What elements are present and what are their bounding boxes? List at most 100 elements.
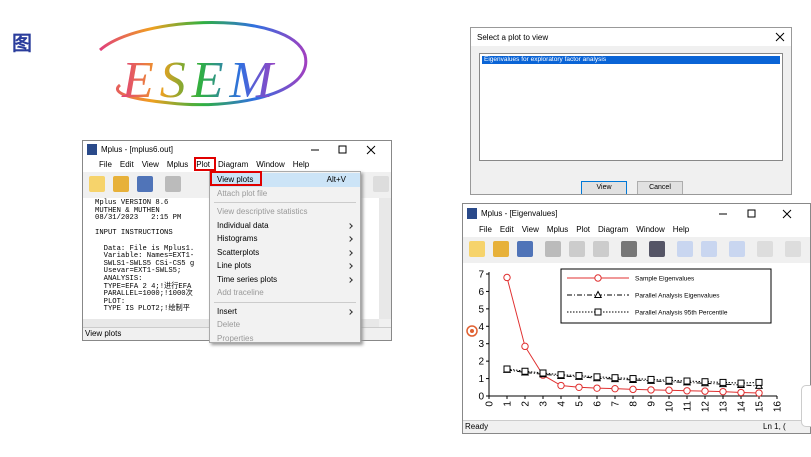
tool-icon[interactable] (593, 241, 609, 257)
button[interactable]: View (581, 181, 627, 194)
text-line: Usevar=EXT1-SWLS5; (95, 267, 182, 276)
tool-icon[interactable] (701, 241, 717, 257)
tool-icon[interactable] (785, 241, 801, 257)
submenu-arrow (347, 276, 353, 283)
menu-item: Properties (210, 332, 360, 343)
tool-icon[interactable] (165, 176, 181, 192)
menu-item[interactable]: File (99, 160, 112, 169)
point (629, 385, 637, 394)
menu-item[interactable]: Mplus (166, 160, 189, 169)
menu-item[interactable]: Plot (576, 225, 591, 234)
menu-item[interactable]: Mplus (546, 225, 569, 234)
menu-label: Properties (217, 333, 254, 343)
tool-icon[interactable] (649, 241, 665, 257)
legend-marker (594, 274, 602, 282)
tool-icon[interactable] (677, 241, 693, 257)
point (665, 376, 673, 384)
x-tick-label: 2 (521, 401, 532, 407)
menu-item[interactable]: View (521, 225, 539, 234)
point (539, 369, 547, 377)
tool-icon[interactable] (757, 241, 773, 257)
text-line: ANALYSIS: (95, 274, 143, 283)
menu-item[interactable]: View (141, 160, 159, 169)
menu-item[interactable]: Edit (119, 160, 134, 169)
plot-list: Eigenvalues for exploratory factor analy… (479, 53, 783, 161)
menu-item[interactable]: Edit (499, 225, 514, 234)
title-bar: Mplus - [mplus6.out] (83, 141, 391, 158)
status-text: Ready (465, 422, 489, 431)
menu-label: Time series plots (217, 274, 278, 284)
tool-icon[interactable] (373, 176, 389, 192)
tool-icon[interactable] (545, 241, 561, 257)
menu-item[interactable]: Histograms (210, 232, 360, 246)
tool-icon[interactable] (493, 241, 509, 257)
menu-item[interactable]: Window (256, 160, 285, 169)
menu-item[interactable]: Plot (196, 160, 211, 169)
point (647, 375, 655, 383)
menu-item[interactable]: File (479, 225, 492, 234)
window-controls[interactable] (713, 208, 811, 219)
window-controls[interactable] (305, 144, 385, 155)
menu-item[interactable]: Scatterplots (210, 246, 360, 260)
menu-item[interactable]: Individual data (210, 219, 360, 233)
tool-icon[interactable] (469, 241, 485, 257)
close-button[interactable] (775, 32, 785, 42)
point (719, 387, 727, 396)
text-line: PLOT: (95, 297, 126, 306)
selector[interactable] (470, 329, 474, 333)
tool-icon[interactable] (729, 241, 745, 257)
x-tick-label: 0 (485, 401, 496, 407)
tool-icon[interactable] (517, 241, 533, 257)
y-tick-label: 2 (478, 357, 484, 368)
x-tick-label: 1 (503, 401, 514, 407)
plot-menu: View plots Alt+V Attach plot file View desc… (209, 171, 361, 343)
y-tick-label: 1 (478, 374, 484, 385)
text-line: TYPE=EFA 2 4;!进行EFA (95, 282, 192, 291)
menu-item[interactable]: Insert (210, 305, 360, 319)
point (521, 342, 529, 351)
menu-label: Scatterplots (217, 247, 260, 257)
title-bar: Mplus - [Eigenvalues] (463, 204, 810, 223)
text-line: Data: File is Mplus1. (95, 244, 195, 253)
submenu-arrow (347, 236, 353, 242)
menu-item[interactable]: Help (672, 225, 690, 234)
menu-label: Line plots (217, 261, 252, 270)
point (575, 372, 583, 380)
x-tick-label: 8 (629, 401, 640, 407)
menu-item[interactable]: Line plots (210, 259, 360, 273)
logo-text: ESEM (121, 52, 279, 109)
x-tick-label: 15 (755, 401, 766, 413)
tool-icon[interactable] (621, 241, 637, 257)
text-line: MUTHEN & MUTHEN (95, 206, 160, 215)
list-item[interactable]: Eigenvalues for exploratory factor analy… (482, 56, 780, 64)
x-tick-label: 11 (683, 401, 694, 412)
menu-label: Add traceline (217, 288, 264, 297)
point (737, 379, 745, 387)
legend-label: Parallel Analysis Eigenvalues (635, 293, 720, 300)
x-tick-label: 14 (737, 401, 748, 413)
menu-item[interactable]: Help (292, 160, 310, 169)
tool-icon[interactable] (89, 176, 105, 192)
menu-item[interactable]: Diagram (598, 225, 629, 234)
menu-item[interactable]: View plots Alt+V (210, 173, 360, 187)
menu-item: Add traceline (210, 286, 360, 300)
tool-icon[interactable] (137, 176, 153, 192)
menu-item[interactable]: Window (636, 225, 665, 234)
separator (214, 202, 356, 203)
y-tick-label: 4 (478, 322, 484, 333)
title-bar: Select a plot to view (471, 28, 791, 46)
button[interactable]: Cancel (637, 181, 683, 194)
logo-swirl (99, 21, 308, 107)
v-scrollbar[interactable] (379, 198, 391, 319)
point (521, 367, 529, 375)
tool-icon[interactable] (113, 176, 129, 192)
side-widget[interactable] (801, 385, 811, 427)
x-tick-label: 7 (611, 401, 622, 407)
series-line (506, 369, 760, 387)
menu-item[interactable]: Time series plots (210, 273, 360, 287)
toolbar (463, 237, 810, 264)
menu-item[interactable]: Diagram (218, 160, 249, 169)
tool-icon[interactable] (569, 241, 585, 257)
x-tick-label: 4 (557, 401, 568, 407)
figure-label: 图 (12, 33, 32, 55)
